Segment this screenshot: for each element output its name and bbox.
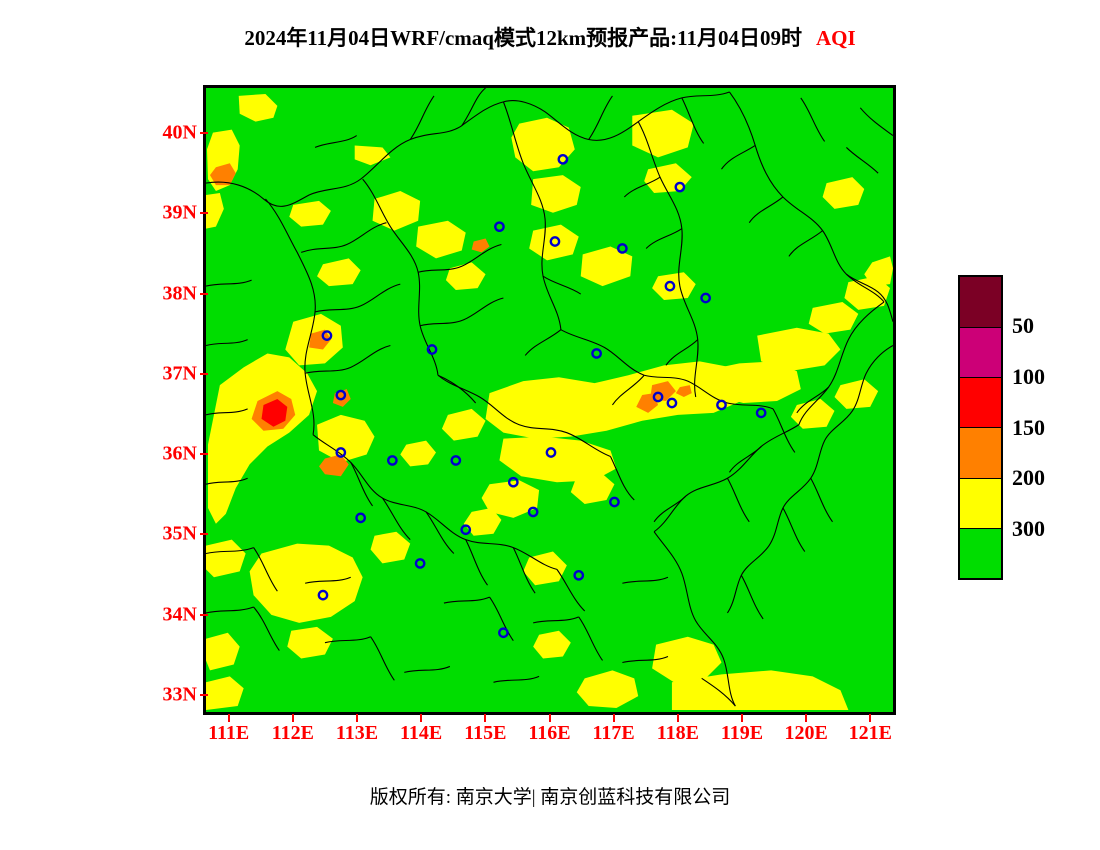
- y-axis-tick-35N: [200, 533, 208, 536]
- x-axis-tick-label-112E: 112E: [271, 722, 314, 744]
- colorbar-band-heavy: [960, 327, 1001, 378]
- x-axis-tick-116E: [548, 714, 551, 722]
- x-axis-tick-119E: [741, 714, 743, 722]
- x-axis-tick-label-113E: 113E: [335, 722, 379, 744]
- aqi-band-unhealthy: [261, 399, 288, 427]
- aqi-map[interactable]: [203, 85, 896, 715]
- station-markers: [317, 153, 767, 639]
- y-axis-tick-label-33N: 33N: [162, 683, 197, 706]
- x-axis-tick-118E: [676, 714, 679, 722]
- y-axis-tick-37N: [200, 372, 208, 375]
- y-axis-tick-label-37N: 37N: [162, 362, 197, 385]
- y-axis-tick-34N: [200, 613, 208, 616]
- x-axis-tick-label-114E: 114E: [400, 722, 443, 744]
- colorbar-band-lightly-polluted: [960, 427, 1001, 478]
- y-axis-tick-36N: [200, 453, 208, 456]
- colorbar-label-200: 200: [1012, 465, 1045, 491]
- aqi-colorbar[interactable]: [958, 275, 1003, 580]
- x-axis-tick-117E: [612, 714, 615, 722]
- copyright-footer: 版权所有: 南京大学| 南京创蓝科技有限公司: [369, 787, 731, 808]
- colorbar-label-100: 100: [1012, 363, 1045, 389]
- x-axis-tick-label-117E: 117E: [592, 722, 635, 744]
- title-text: 2024年11月04日WRF/cmaq模式12km预报产品:11月04日09时: [244, 26, 802, 50]
- x-axis-tick-label-115E: 115E: [464, 722, 507, 744]
- y-axis-tick-40N: [200, 132, 208, 135]
- y-axis-tick-label-40N: 40N: [162, 121, 197, 144]
- y-axis-tick-label-35N: 35N: [162, 522, 197, 545]
- x-axis-tick-114E: [420, 714, 423, 722]
- x-axis-tick-112E: [291, 714, 294, 722]
- x-axis-tick-label-111E: 111E: [208, 722, 250, 744]
- aqi-band-lightly-polluted: [209, 163, 692, 477]
- colorbar-label-150: 150: [1012, 414, 1045, 440]
- y-axis-tick-33N: [200, 693, 208, 696]
- x-axis: 111E 112E 113E 114E 115E 116E 117E 118E 119E 120E…: [203, 714, 896, 752]
- x-axis-tick-label-118E: 118E: [656, 722, 699, 744]
- x-axis-tick-label-120E: 120E: [784, 722, 828, 744]
- x-axis-tick-label-116E: 116E: [528, 722, 571, 744]
- map-canvas: [206, 88, 893, 712]
- x-axis-tick-115E: [484, 714, 487, 722]
- colorbar-label-300: 300: [1012, 516, 1045, 542]
- x-axis-tick-113E: [356, 714, 358, 722]
- y-axis: 40N 39N 38N 37N 36N 35N 34N 33N: [140, 85, 208, 715]
- y-axis-tick-label-39N: 39N: [162, 201, 197, 224]
- administrative-boundaries: [206, 88, 893, 707]
- x-axis-tick-label-121E: 121E: [848, 722, 892, 744]
- y-axis-tick-label-38N: 38N: [162, 282, 197, 305]
- colorbar-label-50: 50: [1012, 312, 1034, 338]
- y-axis-tick-39N: [200, 212, 208, 215]
- y-axis-tick-38N: [200, 292, 208, 295]
- y-axis-tick-label-34N: 34N: [162, 603, 197, 626]
- x-axis-tick-120E: [805, 714, 808, 722]
- colorbar-band-unhealthy: [960, 377, 1001, 428]
- y-axis-tick-label-36N: 36N: [162, 442, 197, 465]
- colorbar-band-severe: [960, 277, 1001, 328]
- x-axis-tick-111E: [227, 714, 230, 722]
- x-axis-tick-121E: [869, 714, 872, 722]
- chart-title: 2024年11月04日WRF/cmaq模式12km预报产品:11月04日09时 A…: [0, 22, 1100, 52]
- x-axis-tick-label-119E: 119E: [720, 722, 764, 744]
- colorbar-band-moderate: [960, 477, 1001, 528]
- title-variable: AQI: [815, 26, 856, 50]
- colorbar-band-good: [960, 527, 1001, 578]
